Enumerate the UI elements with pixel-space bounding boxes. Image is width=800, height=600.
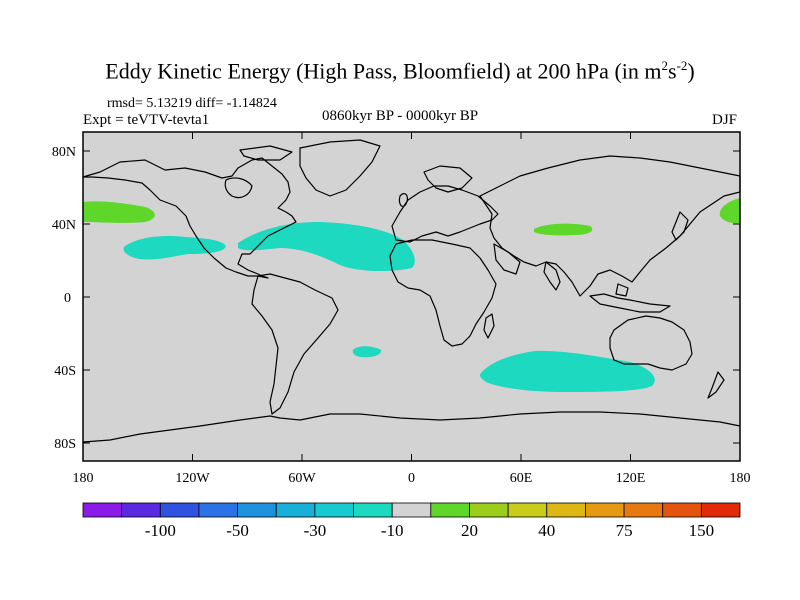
coast-new-zealand xyxy=(707,371,725,399)
lon-label: 120W xyxy=(175,471,210,486)
colorbar-label: 150 xyxy=(689,521,715,540)
colorbar-box xyxy=(546,502,586,518)
coast-asia xyxy=(479,155,741,297)
lon-label: 60E xyxy=(510,471,533,486)
coast-japan xyxy=(671,211,689,241)
colorbar-box xyxy=(82,502,123,518)
colorbar-label: -50 xyxy=(226,521,249,540)
colorbar-box xyxy=(198,502,238,518)
colorbar-label: -30 xyxy=(304,521,327,540)
experiment-label: Expt = teVTV-tevta1 xyxy=(83,112,210,128)
lon-label: 120E xyxy=(616,471,646,486)
lat-label: 40N xyxy=(52,218,76,233)
lat-label: 80S xyxy=(54,437,76,452)
season-label: DJF xyxy=(712,112,738,128)
colorbar-box xyxy=(662,502,702,518)
lon-label: 180 xyxy=(730,471,751,486)
colorbar-label: 40 xyxy=(538,521,555,540)
colorbar xyxy=(82,502,741,518)
anomaly-central-asia xyxy=(534,223,593,236)
colorbar-box xyxy=(314,502,354,518)
colorbar-label: -100 xyxy=(145,521,176,540)
anomaly-west-pacific-right xyxy=(719,198,740,224)
colorbar-box xyxy=(121,502,161,518)
colorbar-label: -10 xyxy=(381,521,404,540)
colorbar-box xyxy=(275,502,316,518)
coast-europe xyxy=(391,185,499,243)
coast-arabia-india xyxy=(493,243,561,291)
anomaly-indian-ocean xyxy=(480,350,655,392)
lat-ticks xyxy=(83,150,740,444)
lat-label: 40S xyxy=(54,364,76,379)
lon-label: 180 xyxy=(73,471,94,486)
coast-greenland xyxy=(299,139,381,197)
colorbar-box xyxy=(353,502,393,518)
lon-label: 60W xyxy=(288,471,316,486)
coast-indonesia xyxy=(589,283,671,313)
colorbar-box xyxy=(507,502,548,518)
colorbar-box xyxy=(700,502,741,518)
coast-north-america xyxy=(82,157,297,279)
map-background xyxy=(83,132,740,461)
colorbar-label: 75 xyxy=(616,521,633,540)
colorbar-box xyxy=(237,502,277,518)
coast-south-america xyxy=(251,273,339,415)
coast-australia xyxy=(609,315,693,371)
rmsd-diff-text: rmsd= 5.13219 diff= -1.14824 xyxy=(107,96,277,111)
anomaly-north-atlantic xyxy=(238,222,415,272)
coastlines xyxy=(82,139,741,443)
lat-label: 80N xyxy=(52,145,76,160)
coast-antarctica xyxy=(82,411,741,443)
coast-british-isles xyxy=(398,192,409,207)
anomaly-west-pacific-left xyxy=(83,201,155,223)
coast-hudson-bay xyxy=(224,177,253,199)
lat-label: 0 xyxy=(64,291,71,306)
anomaly-south-atlantic xyxy=(352,346,382,358)
colorbar-box xyxy=(391,502,432,518)
coast-madagascar xyxy=(483,313,495,339)
colorbar-box xyxy=(469,502,509,518)
coast-scandinavia xyxy=(423,165,473,193)
coast-africa xyxy=(389,239,497,347)
plot-title: Eddy Kinetic Energy (High Pass, Bloomfie… xyxy=(105,58,695,84)
anomaly-shading xyxy=(83,198,740,392)
colorbar-label: 20 xyxy=(461,521,478,540)
colorbar-box xyxy=(585,502,625,518)
colorbar-box xyxy=(159,502,200,518)
colorbar-box xyxy=(430,502,470,518)
lon-label: 0 xyxy=(408,471,415,486)
period-label: 0860kyr BP - 0000kyr BP xyxy=(322,108,479,124)
coast-arctic-islands xyxy=(239,145,293,161)
colorbar-box xyxy=(623,502,664,518)
lon-ticks xyxy=(82,132,741,461)
